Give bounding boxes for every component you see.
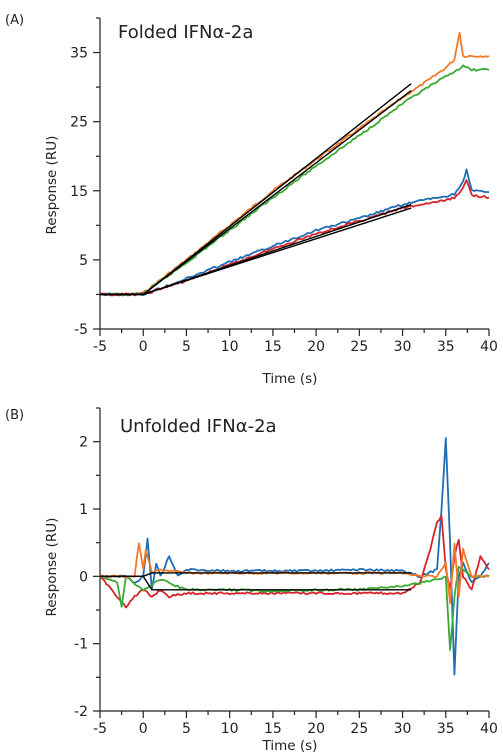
panel-a-y-tick-label: 25 bbox=[70, 115, 88, 131]
panel-a-x-tick-label: 30 bbox=[394, 339, 412, 355]
panel-b-y-tick-label: -1 bbox=[74, 637, 88, 653]
panel-b-y-tick-label: 2 bbox=[79, 435, 88, 451]
panel-a-x-tick-label: 10 bbox=[221, 339, 239, 355]
panel-a-x-tick-label: 5 bbox=[182, 339, 191, 355]
panel-b-label: (B) bbox=[5, 408, 24, 423]
panel-a-xlabel: Time (s) bbox=[262, 371, 318, 387]
panel-b-y-tick-label: -2 bbox=[74, 704, 88, 720]
panel-a-ylabel: Response (RU) bbox=[44, 136, 60, 235]
panel-a-series-green bbox=[99, 64, 490, 297]
panel-b-series-blue bbox=[99, 437, 490, 676]
panel-b-x-tick-label: 15 bbox=[264, 721, 282, 737]
panel-a-series-orange bbox=[99, 31, 490, 297]
panel-b-x-tick-label: 25 bbox=[350, 721, 368, 737]
panel-b-x-tick-label: 0 bbox=[139, 721, 148, 737]
panel-b-x-tick-label: -5 bbox=[93, 721, 107, 737]
panel-a-x-tick-label: 25 bbox=[350, 339, 368, 355]
panel-a-y-tick-label: -5 bbox=[74, 322, 88, 338]
panel-b-fit-curve bbox=[100, 572, 412, 578]
panel-a-x-tick-label: 15 bbox=[264, 339, 282, 355]
panel-a-y-tick-label: 15 bbox=[70, 184, 88, 200]
panel-b-unfolded: (B) Unfolded IFNα-2a Response (RU) Time … bbox=[5, 407, 498, 754]
panel-b-ylabel: Response (RU) bbox=[44, 518, 60, 617]
panel-a-x-tick-label: 35 bbox=[437, 339, 455, 355]
panel-b-fit-curve bbox=[100, 575, 412, 591]
panel-b-x-tick-label: 20 bbox=[307, 721, 325, 737]
panel-b-xlabel: Time (s) bbox=[262, 738, 318, 754]
panel-a-fit-curve bbox=[100, 83, 412, 296]
panel-a-x-tick-label: 40 bbox=[480, 339, 498, 355]
panel-b-series-green bbox=[99, 565, 490, 651]
panel-a-title: Folded IFNα-2a bbox=[118, 22, 253, 43]
panel-a-fit-curve bbox=[100, 207, 412, 296]
panel-b-y-tick-label: 0 bbox=[79, 569, 88, 585]
panel-b-plot-area: -5 0 5 10 15 20 25 30 35 40 -2 -1 0 1 2 bbox=[74, 407, 498, 737]
panel-a-x-tick-label: 0 bbox=[139, 339, 148, 355]
panel-a-x-tick-label: 20 bbox=[307, 339, 325, 355]
panel-b-x-tick-label: 10 bbox=[221, 721, 239, 737]
panel-a-label: (A) bbox=[5, 13, 24, 28]
panel-a-fit-curve bbox=[100, 203, 412, 296]
panel-b-x-tick-label: 30 bbox=[394, 721, 412, 737]
panel-a-y-tick-label: 5 bbox=[79, 253, 88, 269]
panel-a-y-tick-label: 35 bbox=[70, 46, 88, 62]
panel-b-x-tick-label: 5 bbox=[182, 721, 191, 737]
panel-b-series-red bbox=[99, 514, 490, 609]
panel-a-x-tick-label: -5 bbox=[93, 339, 107, 355]
panel-a-series-blue bbox=[99, 168, 490, 297]
panel-b-x-tick-label: 35 bbox=[437, 721, 455, 737]
panel-b-title: Unfolded IFNα-2a bbox=[120, 416, 277, 437]
panel-b-y-tick-label: 1 bbox=[79, 502, 88, 518]
panel-a-folded: (A) Folded IFNα-2a Response (RU) Time (s… bbox=[5, 13, 498, 387]
panel-b-x-tick-label: 40 bbox=[480, 721, 498, 737]
panel-a-plot-area: -5 0 5 10 15 20 25 30 35 40 -5 5 15 25 35 bbox=[70, 17, 498, 355]
